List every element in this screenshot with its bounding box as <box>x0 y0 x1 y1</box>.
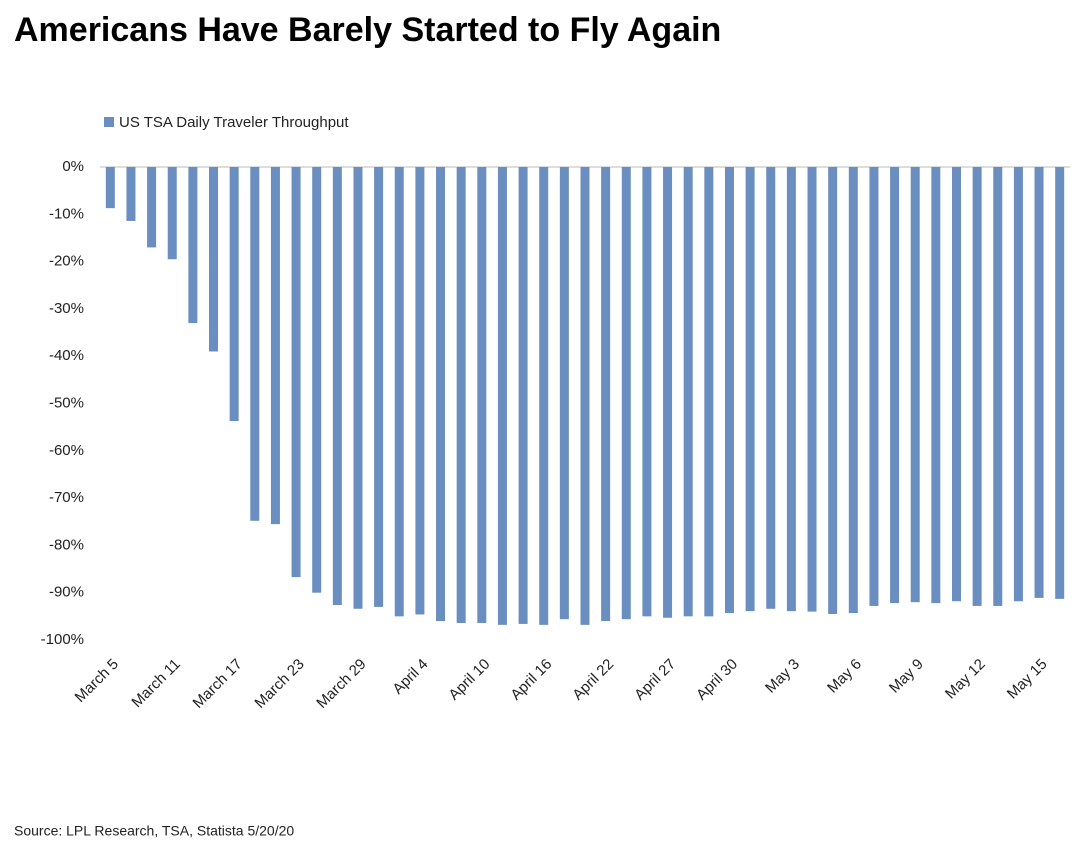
y-tick-label: -30% <box>49 300 84 317</box>
y-tick-label: -90% <box>49 584 84 601</box>
bar <box>229 167 239 422</box>
x-tick-label: April 30 <box>693 656 741 704</box>
bar <box>580 167 590 625</box>
x-tick-label: March 29 <box>313 656 369 712</box>
bar <box>209 167 219 352</box>
x-tick-label: May 3 <box>762 656 803 697</box>
bar <box>848 167 858 614</box>
bar <box>766 167 776 609</box>
bar <box>890 167 900 604</box>
bar <box>415 167 425 615</box>
bar <box>683 167 693 617</box>
bar <box>188 167 198 324</box>
x-tick-label: April 4 <box>389 656 431 698</box>
y-tick-label: -80% <box>49 536 84 553</box>
bar <box>1013 167 1023 602</box>
x-tick-label: May 12 <box>942 656 989 703</box>
bar <box>167 167 177 260</box>
x-tick-label: March 23 <box>251 656 307 712</box>
bar <box>972 167 982 606</box>
bar <box>601 167 611 622</box>
bar <box>332 167 342 605</box>
x-tick-label: March 5 <box>72 656 122 706</box>
bar <box>126 167 136 221</box>
bar <box>1055 167 1065 599</box>
bar <box>456 167 466 623</box>
y-tick-label: -70% <box>49 489 84 506</box>
x-tick-label: May 15 <box>1004 656 1051 703</box>
bar <box>621 167 631 620</box>
bar <box>869 167 879 606</box>
bar <box>518 167 528 624</box>
x-tick-label: April 10 <box>445 656 493 704</box>
source-note: Source: LPL Research, TSA, Statista 5/20… <box>14 823 294 839</box>
bar <box>374 167 384 607</box>
y-tick-label: -10% <box>49 205 84 222</box>
y-tick-label: -60% <box>49 442 84 459</box>
bar <box>394 167 404 617</box>
bar <box>745 167 755 612</box>
legend-label: US TSA Daily Traveler Throughput <box>119 114 349 131</box>
x-tick-label: March 17 <box>190 656 246 712</box>
bar <box>353 167 363 609</box>
bar <box>828 167 838 614</box>
bar <box>663 167 673 618</box>
bar <box>105 167 115 209</box>
bar <box>436 167 446 622</box>
x-tick-label: May 6 <box>824 656 865 697</box>
y-tick-label: -20% <box>49 253 84 270</box>
y-tick-label: 0% <box>62 158 84 175</box>
bar <box>724 167 734 614</box>
bar <box>931 167 941 604</box>
x-tick-label: May 9 <box>886 656 927 697</box>
bar <box>704 167 714 617</box>
bar <box>291 167 301 578</box>
bar <box>270 167 280 525</box>
bar <box>910 167 920 603</box>
legend-swatch <box>104 117 114 127</box>
bar <box>147 167 157 248</box>
bar <box>951 167 961 602</box>
y-tick-label: -100% <box>41 631 84 648</box>
bar <box>250 167 260 521</box>
chart-title: Americans Have Barely Started to Fly Aga… <box>14 11 721 49</box>
x-tick-label: April 16 <box>507 656 555 704</box>
bar <box>497 167 507 625</box>
x-tick-label: April 22 <box>569 656 617 704</box>
bar <box>312 167 322 593</box>
x-tick-label: April 27 <box>631 656 679 704</box>
bar <box>477 167 487 623</box>
bar <box>786 167 796 612</box>
bar <box>559 167 569 620</box>
y-tick-label: -40% <box>49 347 84 364</box>
bar <box>539 167 549 625</box>
bar <box>642 167 652 617</box>
bar <box>993 167 1003 606</box>
x-tick-label: March 11 <box>128 656 183 711</box>
bar <box>807 167 817 612</box>
y-tick-label: -50% <box>49 394 84 411</box>
bar <box>1034 167 1044 598</box>
